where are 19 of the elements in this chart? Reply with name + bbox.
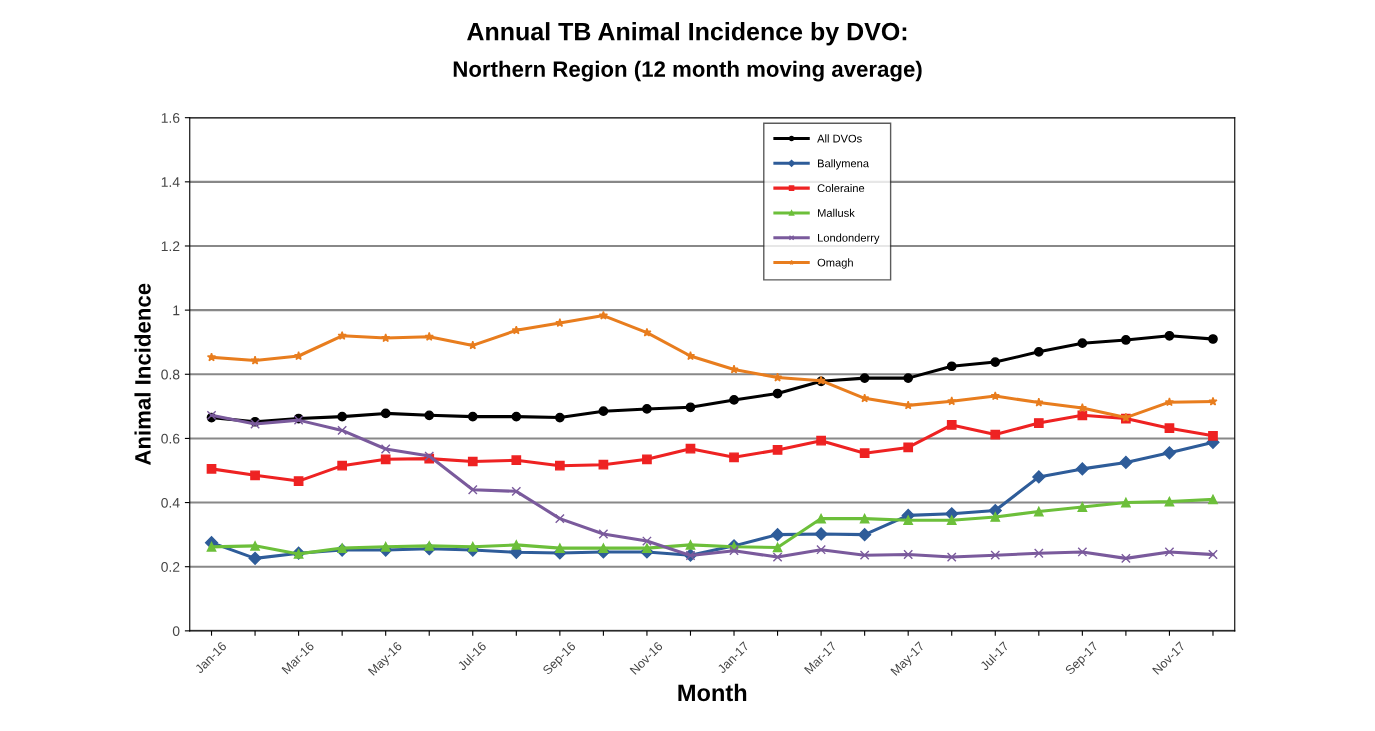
- y-axis-title: Animal Incidence: [134, 283, 151, 466]
- y-tick-label: 0.2: [161, 562, 180, 572]
- chart-title: Annual TB Animal Incidence by DVO:: [467, 22, 907, 46]
- legend-label: Londonderry: [818, 233, 880, 244]
- y-tick-label: 1.4: [161, 177, 180, 187]
- y-tick-label: 0.4: [161, 497, 180, 508]
- y-tick-label: 0.6: [161, 433, 180, 444]
- legend-label: Mallusk: [818, 208, 855, 217]
- chart-subtitle: Northern Region (12 month moving average): [453, 60, 922, 82]
- legend-label: Coleraine: [817, 183, 865, 193]
- y-tick-label: 1.2: [161, 241, 180, 252]
- y-tick-label: 0: [172, 626, 180, 637]
- x-axis-title: Month: [678, 683, 747, 702]
- legend-label: All DVOs: [817, 134, 862, 143]
- y-tick-label: 1.6: [161, 113, 180, 123]
- legend-label: Omagh: [817, 258, 853, 269]
- y-tick-label: 1: [173, 305, 180, 316]
- y-tick-label: 0.8: [161, 369, 180, 380]
- legend-label: Ballymena: [818, 159, 869, 170]
